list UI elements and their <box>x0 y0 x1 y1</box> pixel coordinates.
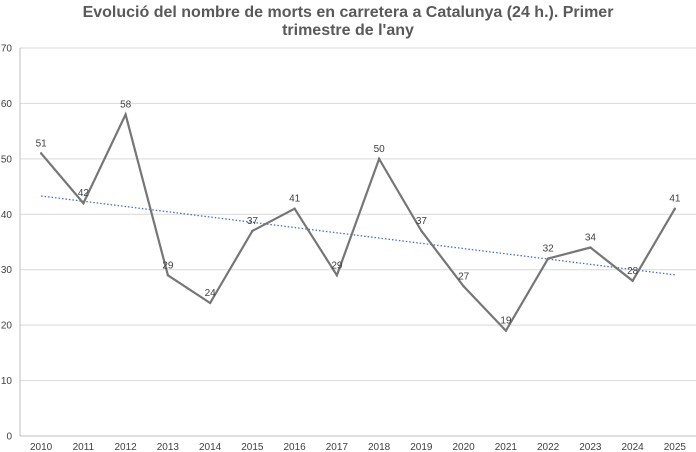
y-tick-label: 0 <box>6 432 12 443</box>
data-point <box>377 157 381 161</box>
x-tick-label: 2013 <box>157 442 180 452</box>
data-point <box>39 152 43 155</box>
x-tick-label: 2022 <box>537 442 560 452</box>
y-tick-label: 60 <box>1 99 13 110</box>
data-point <box>673 207 677 210</box>
data-label: 27 <box>458 271 470 282</box>
data-point <box>208 301 212 305</box>
x-tick-label: 2012 <box>115 442 138 452</box>
data-label: 37 <box>416 216 428 227</box>
data-label: 34 <box>585 233 597 244</box>
trendline <box>41 195 675 276</box>
data-point <box>251 229 254 233</box>
data-label: 29 <box>162 260 174 271</box>
y-tick-label: 30 <box>1 265 13 276</box>
chart-title-line-1: Evolució del nombre de morts en carreter… <box>82 4 614 21</box>
data-label: 51 <box>36 138 48 149</box>
y-tick-label: 50 <box>1 154 13 165</box>
x-tick-label: 2010 <box>30 442 53 452</box>
y-tick-label: 10 <box>1 376 13 387</box>
data-label: 41 <box>289 194 301 205</box>
x-tick-label: 2018 <box>368 442 391 452</box>
y-tick-label: 70 <box>1 44 13 55</box>
series-line <box>40 111 676 333</box>
x-tick-label: 2019 <box>410 442 433 452</box>
data-label: 32 <box>543 244 555 255</box>
data-label: 19 <box>500 316 512 327</box>
x-tick-label: 2021 <box>495 442 518 452</box>
data-label: 28 <box>627 266 639 277</box>
x-tick-label: 2023 <box>579 442 602 452</box>
x-tick-label: 2015 <box>241 442 264 452</box>
x-tick-label: 2016 <box>284 442 307 452</box>
data-label: 41 <box>669 194 681 205</box>
data-point <box>504 329 508 332</box>
data-point <box>335 274 339 277</box>
y-tick-label: 40 <box>1 210 13 221</box>
data-label: 58 <box>120 100 132 111</box>
data-point <box>82 202 85 205</box>
data-point <box>589 246 592 249</box>
chart-title-line-2: trimestre de l'any <box>282 22 414 39</box>
data-label: 42 <box>78 188 90 199</box>
data-point <box>293 207 296 210</box>
y-tick-label: 20 <box>1 321 13 332</box>
data-point <box>631 279 634 282</box>
data-point <box>166 274 170 277</box>
x-tick-label: 2014 <box>199 442 222 452</box>
data-point <box>124 113 127 116</box>
data-point <box>462 285 465 288</box>
data-label: 29 <box>331 260 343 271</box>
x-tick-label: 2024 <box>622 442 645 452</box>
x-tick-label: 2011 <box>73 442 95 452</box>
x-tick-label: 2020 <box>453 442 476 452</box>
data-label: 24 <box>205 288 217 299</box>
data-label: 37 <box>247 216 259 227</box>
data-point <box>546 257 550 260</box>
x-tick-label: 2017 <box>326 442 349 452</box>
data-point <box>420 229 423 233</box>
x-tick-label: 2025 <box>664 442 687 452</box>
data-label: 50 <box>374 144 386 155</box>
